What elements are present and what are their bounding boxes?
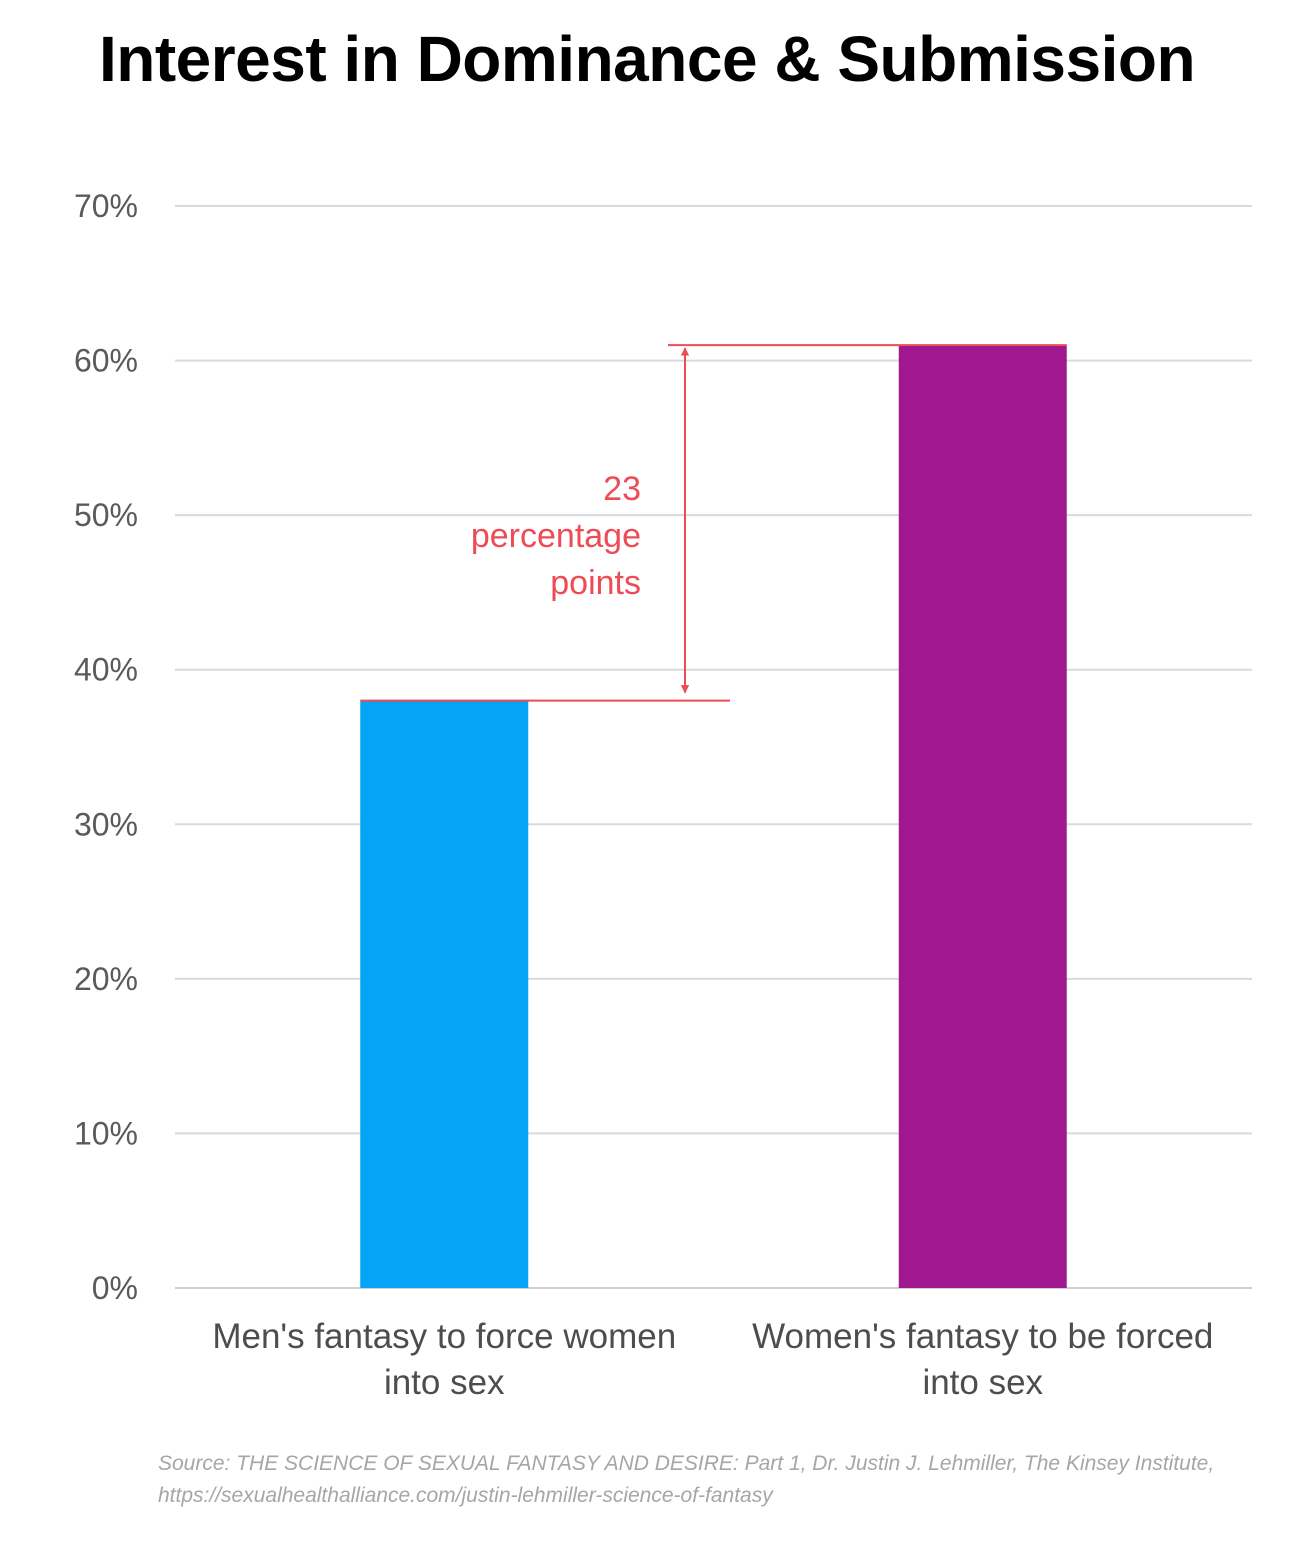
y-axis: 0% 10% 20% 30% 40% 50% 60% 70% <box>74 188 138 1306</box>
x-tick-label: into sex <box>922 1363 1043 1402</box>
source-note: Source: THE SCIENCE OF SEXUAL FANTASY AN… <box>158 1452 1215 1507</box>
y-tick-label: 20% <box>74 961 138 997</box>
bars <box>360 345 1067 1289</box>
annotation-label: points <box>550 564 641 602</box>
bar <box>898 345 1067 1289</box>
x-tick-label: Men's fantasy to force women <box>212 1317 676 1356</box>
x-axis: Men's fantasy to force women into sex Wome… <box>212 1317 1213 1402</box>
y-tick-label: 40% <box>74 652 138 688</box>
x-tick-label: into sex <box>384 1363 505 1402</box>
difference-annotation: 23 percentage points <box>360 344 1067 702</box>
bar-chart: 0% 10% 20% 30% 40% 50% 60% 70% Men's fantasy to… <box>74 188 1252 1402</box>
x-tick-label: Women's fantasy to be forced <box>752 1317 1213 1356</box>
bar <box>360 700 529 1288</box>
y-tick-label: 0% <box>92 1270 138 1306</box>
chart-title: Interest in Dominance & Submission <box>98 23 1196 95</box>
annotation-label: 23 <box>603 470 641 508</box>
gridlines <box>175 205 1252 1289</box>
y-tick-label: 60% <box>74 343 138 379</box>
annotation-label: percentage <box>471 517 641 555</box>
y-tick-label: 30% <box>74 806 138 842</box>
y-tick-label: 10% <box>74 1115 138 1151</box>
y-tick-label: 50% <box>74 497 138 533</box>
y-tick-label: 70% <box>74 188 138 224</box>
